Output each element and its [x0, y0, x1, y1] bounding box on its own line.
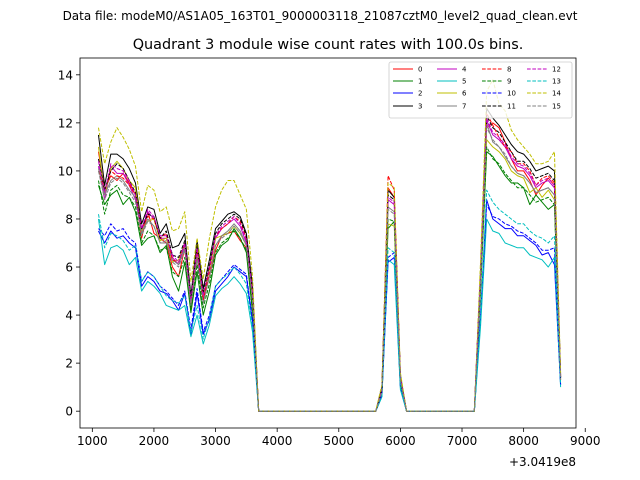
legend-label-13: 13 — [552, 78, 561, 86]
legend-label-0: 0 — [418, 66, 422, 74]
y-tick-label: 6 — [65, 261, 73, 275]
y-tick-label: 10 — [58, 164, 73, 178]
x-axis-offset-label: +3.0419e8 — [509, 455, 576, 469]
legend-label-9: 9 — [507, 78, 511, 86]
x-tick-label: 9000 — [570, 434, 601, 448]
y-tick-label: 4 — [65, 309, 73, 323]
legend-label-10: 10 — [507, 90, 516, 98]
y-tick-label: 8 — [65, 212, 73, 226]
y-tick-label: 12 — [58, 116, 73, 130]
x-tick-label: 7000 — [447, 434, 478, 448]
legend-label-6: 6 — [462, 90, 467, 98]
legend-label-8: 8 — [507, 66, 511, 74]
x-tick-label: 6000 — [385, 434, 416, 448]
series-line-15 — [97, 127, 562, 412]
y-tick-label: 14 — [58, 68, 73, 82]
y-axis: 0 2 4 6 8 10 12 14 — [58, 68, 80, 419]
x-axis: 1000 2000 3000 4000 5000 6000 7000 8000 9000 — [77, 428, 601, 448]
x-tick-label: 1000 — [77, 434, 108, 448]
legend-label-2: 2 — [418, 90, 422, 98]
legend-label-15: 15 — [552, 103, 561, 111]
legend-label-7: 7 — [462, 103, 466, 111]
y-tick-label: 2 — [65, 357, 73, 371]
legend-label-3: 3 — [418, 103, 422, 111]
chart-title: Quadrant 3 module wise count rates with … — [133, 37, 524, 53]
legend-label-1: 1 — [418, 78, 422, 86]
y-tick-label: 0 — [65, 405, 73, 419]
x-tick-label: 5000 — [324, 434, 355, 448]
x-tick-label: 2000 — [139, 434, 170, 448]
x-tick-label: 8000 — [508, 434, 539, 448]
legend-label-14: 14 — [552, 90, 561, 98]
legend-frame — [388, 61, 573, 119]
axes-frame — [79, 57, 577, 429]
figure-suptitle: Data file: modeM0/AS1A05_163T01_90000031… — [63, 9, 578, 23]
legend-label-12: 12 — [552, 66, 561, 74]
legend-label-5: 5 — [462, 78, 466, 86]
x-tick-label: 4000 — [262, 434, 293, 448]
x-tick-label: 3000 — [200, 434, 231, 448]
legend-label-11: 11 — [507, 103, 516, 111]
plot-area — [79, 57, 577, 429]
legend-label-4: 4 — [462, 66, 467, 74]
series-layer — [97, 79, 562, 412]
